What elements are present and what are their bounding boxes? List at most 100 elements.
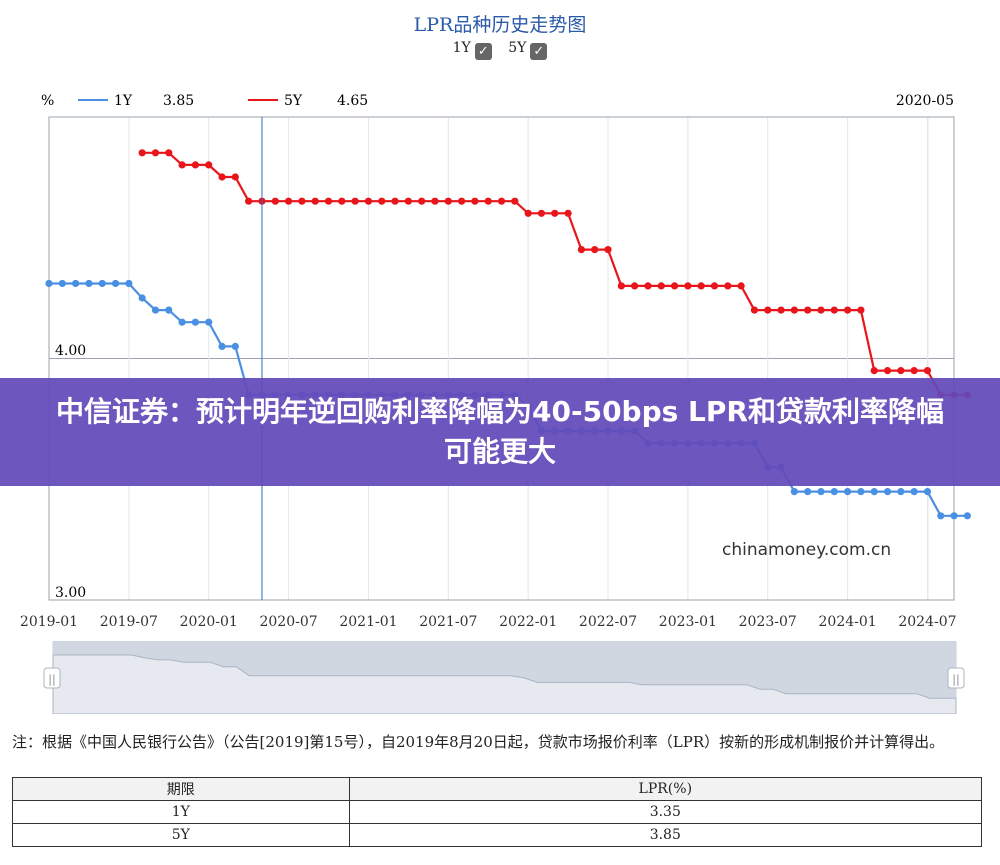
data-point-5y[interactable]	[404, 197, 412, 205]
data-point-5y[interactable]	[737, 282, 745, 290]
checkbox-checked-icon[interactable]: ✓	[530, 43, 548, 60]
grip-icon: ||	[952, 673, 959, 687]
data-point-5y[interactable]	[670, 282, 679, 290]
data-point-5y[interactable]	[883, 367, 892, 375]
data-point-5y[interactable]	[750, 306, 759, 314]
x-tick-label: 2020-01	[180, 614, 238, 630]
data-point-5y[interactable]	[817, 306, 825, 314]
data-point-1y[interactable]	[844, 488, 852, 496]
data-point-5y[interactable]	[857, 306, 865, 314]
data-point-5y[interactable]	[484, 197, 492, 205]
data-point-1y[interactable]	[790, 488, 798, 496]
data-point-5y[interactable]	[644, 282, 652, 290]
data-point-5y[interactable]	[551, 209, 559, 217]
data-point-5y[interactable]	[298, 197, 306, 205]
data-point-5y[interactable]	[178, 161, 186, 169]
data-point-5y[interactable]	[604, 246, 612, 254]
data-point-5y[interactable]	[684, 282, 692, 290]
toggle-1y[interactable]: 1Y ✓	[453, 40, 492, 60]
data-point-5y[interactable]	[870, 367, 878, 375]
data-point-1y[interactable]	[138, 294, 146, 302]
data-point-5y[interactable]	[205, 161, 213, 169]
data-point-1y[interactable]	[883, 488, 892, 496]
slider-handle-left[interactable]	[43, 667, 61, 689]
data-point-5y[interactable]	[537, 209, 546, 217]
toggle-5y-label: 5Y	[508, 40, 527, 56]
data-point-5y[interactable]	[830, 306, 838, 314]
data-point-5y[interactable]	[231, 173, 239, 181]
data-point-5y[interactable]	[710, 282, 719, 290]
data-point-5y[interactable]	[790, 306, 798, 314]
data-point-5y[interactable]	[151, 149, 160, 157]
data-point-5y[interactable]	[497, 197, 506, 205]
data-point-5y[interactable]	[910, 367, 918, 375]
data-point-5y[interactable]	[378, 197, 386, 205]
data-point-5y[interactable]	[591, 246, 599, 254]
data-point-1y[interactable]	[205, 318, 213, 326]
data-point-5y[interactable]	[138, 149, 146, 157]
data-point-5y[interactable]	[364, 197, 373, 205]
data-point-5y[interactable]	[524, 209, 532, 217]
data-point-5y[interactable]	[923, 367, 932, 375]
data-point-5y[interactable]	[724, 282, 732, 290]
data-point-5y[interactable]	[444, 197, 452, 205]
checkbox-checked-icon[interactable]: ✓	[474, 43, 492, 60]
data-point-5y[interactable]	[764, 306, 772, 314]
data-point-1y[interactable]	[937, 512, 945, 520]
data-point-5y[interactable]	[218, 173, 226, 181]
data-point-1y[interactable]	[98, 279, 106, 288]
data-point-5y[interactable]	[631, 282, 639, 290]
data-point-5y[interactable]	[418, 197, 426, 205]
data-point-1y[interactable]	[963, 512, 971, 520]
data-point-5y[interactable]	[897, 367, 905, 375]
data-point-5y[interactable]	[271, 197, 279, 205]
x-tick-label: 2023-07	[739, 614, 797, 630]
data-point-1y[interactable]	[58, 279, 66, 288]
data-point-1y[interactable]	[950, 512, 958, 520]
table-header: LPR(%)	[348, 777, 983, 801]
data-point-5y[interactable]	[311, 197, 319, 205]
data-point-1y[interactable]	[165, 306, 173, 314]
data-point-5y[interactable]	[191, 161, 200, 169]
data-point-1y[interactable]	[870, 488, 878, 496]
data-point-5y[interactable]	[338, 197, 346, 205]
data-point-1y[interactable]	[231, 342, 239, 350]
data-point-1y[interactable]	[910, 488, 918, 496]
data-point-5y[interactable]	[577, 246, 586, 254]
toggle-5y[interactable]: 5Y ✓	[508, 40, 548, 60]
data-point-5y[interactable]	[657, 282, 665, 290]
data-point-5y[interactable]	[844, 306, 852, 314]
data-point-1y[interactable]	[151, 306, 160, 314]
data-point-5y[interactable]	[458, 197, 466, 205]
data-point-1y[interactable]	[45, 279, 53, 288]
data-point-1y[interactable]	[218, 342, 226, 350]
data-point-1y[interactable]	[857, 488, 865, 496]
data-point-1y[interactable]	[923, 488, 932, 496]
range-slider[interactable]: || ||	[43, 641, 966, 714]
data-point-1y[interactable]	[897, 488, 905, 496]
data-point-5y[interactable]	[324, 197, 333, 205]
data-point-5y[interactable]	[617, 282, 625, 290]
data-point-5y[interactable]	[245, 197, 253, 205]
data-point-5y[interactable]	[431, 197, 439, 205]
data-point-5y[interactable]	[777, 306, 785, 314]
data-point-5y[interactable]	[804, 306, 812, 314]
data-point-5y[interactable]	[284, 197, 293, 205]
data-point-5y[interactable]	[351, 197, 359, 205]
data-point-1y[interactable]	[804, 488, 812, 496]
data-point-1y[interactable]	[85, 279, 93, 288]
data-point-1y[interactable]	[72, 279, 80, 288]
data-point-5y[interactable]	[165, 149, 173, 157]
data-point-1y[interactable]	[191, 318, 200, 326]
data-point-1y[interactable]	[178, 318, 186, 326]
data-point-5y[interactable]	[697, 282, 705, 290]
data-point-1y[interactable]	[111, 279, 120, 288]
data-point-1y[interactable]	[830, 488, 838, 496]
data-point-5y[interactable]	[471, 197, 479, 205]
data-point-1y[interactable]	[817, 488, 825, 496]
data-point-1y[interactable]	[125, 279, 133, 288]
data-point-5y[interactable]	[391, 197, 399, 205]
data-point-5y[interactable]	[564, 209, 572, 217]
data-point-5y[interactable]	[511, 197, 519, 205]
slider-handle-right[interactable]	[947, 667, 965, 689]
